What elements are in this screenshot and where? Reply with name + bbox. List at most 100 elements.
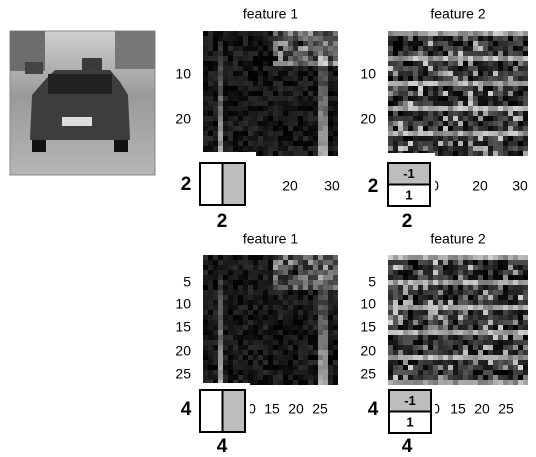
feature-cell: [518, 151, 523, 156]
feature-cell: [433, 66, 438, 71]
feature-cell: [448, 350, 453, 355]
feature-cell: [488, 51, 493, 56]
feature-cell: [333, 151, 338, 156]
feature-cell: [218, 270, 223, 275]
feature-cell: [313, 41, 318, 46]
feature-cell: [443, 325, 448, 330]
feature-cell: [333, 380, 338, 385]
feature-cell: [518, 345, 523, 350]
feature-cell: [408, 310, 413, 315]
feature-cell: [208, 111, 213, 116]
feature-cell: [233, 360, 238, 365]
feature-cell: [478, 56, 483, 61]
feature-cell: [453, 295, 458, 300]
feature-cell: [328, 265, 333, 270]
feature-cell: [408, 71, 413, 76]
feature-cell: [428, 265, 433, 270]
feature-cell: [468, 285, 473, 290]
feature-cell: [273, 290, 278, 295]
feature-cell: [218, 101, 223, 106]
feature-cell: [298, 335, 303, 340]
feature-cell: [453, 310, 458, 315]
feature-cell: [268, 275, 273, 280]
feature-cell: [208, 66, 213, 71]
feature-cell: [393, 31, 398, 36]
feature-cell: [513, 51, 518, 56]
feature-cell: [458, 31, 463, 36]
feature-cell: [223, 31, 228, 36]
feature-cell: [458, 111, 463, 116]
feature-cell: [328, 41, 333, 46]
feature-cell: [468, 380, 473, 385]
feature-cell: [253, 136, 258, 141]
feature-cell: [248, 310, 253, 315]
feature-cell: [403, 41, 408, 46]
feature-cell: [458, 355, 463, 360]
feature-cell: [458, 51, 463, 56]
feature-cell: [233, 101, 238, 106]
feature-cell: [518, 76, 523, 81]
feature-cell: [323, 151, 328, 156]
feature-cell: [423, 255, 428, 260]
feature-cell: [243, 325, 248, 330]
feature-cell: [463, 320, 468, 325]
feature-cell: [238, 76, 243, 81]
feature-cell: [428, 66, 433, 71]
feature-cell: [428, 146, 433, 151]
feature-cell: [438, 126, 443, 131]
feature-cell: [388, 141, 393, 146]
feature-cell: [333, 41, 338, 46]
feature-cell: [213, 101, 218, 106]
feature-cell: [488, 285, 493, 290]
feature-cell: [288, 345, 293, 350]
feature-cell: [263, 335, 268, 340]
feature-cell: [493, 131, 498, 136]
feature-cell: [303, 136, 308, 141]
feature-cell: [253, 41, 258, 46]
feature-cell: [518, 121, 523, 126]
feature-cell: [423, 305, 428, 310]
feature-cell: [233, 81, 238, 86]
feature-cell: [228, 330, 233, 335]
feature-cell: [463, 340, 468, 345]
feature-cell: [478, 360, 483, 365]
feature-cell: [238, 46, 243, 51]
feature-cell: [243, 56, 248, 61]
feature-cell: [283, 355, 288, 360]
feature-cell: [418, 116, 423, 121]
feature-cell: [268, 350, 273, 355]
feature-cell: [393, 96, 398, 101]
feature-cell: [333, 265, 338, 270]
feature-cell: [243, 365, 248, 370]
feature-cell: [328, 141, 333, 146]
filter-bottom-label: 1: [406, 415, 413, 430]
feature-cell: [393, 111, 398, 116]
feature-cell: [423, 41, 428, 46]
feature-cell: [443, 51, 448, 56]
feature-cell: [488, 335, 493, 340]
feature-cell: [413, 31, 418, 36]
feature-cell: [408, 295, 413, 300]
feature-cell: [523, 136, 528, 141]
feature-cell: [228, 146, 233, 151]
feature-cell: [488, 370, 493, 375]
feature-cell: [293, 41, 298, 46]
feature-cell: [388, 350, 393, 355]
feature-cell: [228, 280, 233, 285]
feature-cell: [498, 325, 503, 330]
feature-cell: [268, 295, 273, 300]
feature-cell: [328, 290, 333, 295]
feature-cell: [308, 131, 313, 136]
feature-cell: [253, 265, 258, 270]
feature-cell: [393, 136, 398, 141]
feature-cell: [203, 295, 208, 300]
feature-cell: [423, 126, 428, 131]
feature-cell: [478, 136, 483, 141]
feature-cell: [218, 330, 223, 335]
feature-cell: [488, 315, 493, 320]
feature-cell: [403, 61, 408, 66]
feature-cell: [438, 350, 443, 355]
feature-cell: [438, 295, 443, 300]
feature-cell: [278, 101, 283, 106]
feature-cell: [523, 51, 528, 56]
